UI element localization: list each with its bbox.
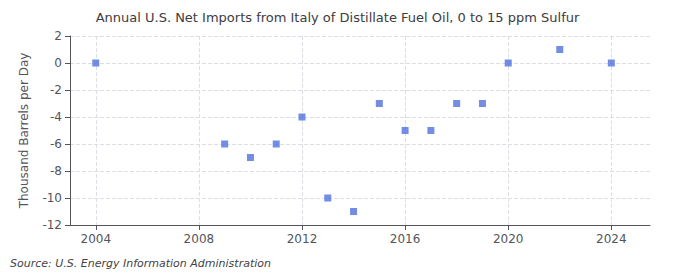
svg-text:2: 2	[54, 29, 62, 43]
svg-text:-10: -10	[42, 191, 62, 205]
svg-text:-4: -4	[50, 110, 62, 124]
svg-text:0: 0	[54, 56, 62, 70]
svg-text:-6: -6	[50, 137, 62, 151]
svg-text:2004: 2004	[81, 232, 112, 246]
svg-text:Annual U.S. Net Imports from I: Annual U.S. Net Imports from Italy of Di…	[96, 10, 580, 25]
svg-text:2024: 2024	[596, 232, 627, 246]
svg-text:-2: -2	[50, 83, 62, 97]
svg-text:-12: -12	[42, 218, 62, 232]
svg-text:2020: 2020	[493, 232, 524, 246]
svg-text:2016: 2016	[390, 232, 421, 246]
svg-text:2012: 2012	[287, 232, 318, 246]
svg-text:-8: -8	[50, 164, 62, 178]
svg-text:Source: U.S. Energy Informatio: Source: U.S. Energy Information Administ…	[10, 257, 271, 270]
svg-text:Thousand Barrels per Day: Thousand Barrels per Day	[17, 53, 31, 210]
svg-text:2008: 2008	[184, 232, 215, 246]
